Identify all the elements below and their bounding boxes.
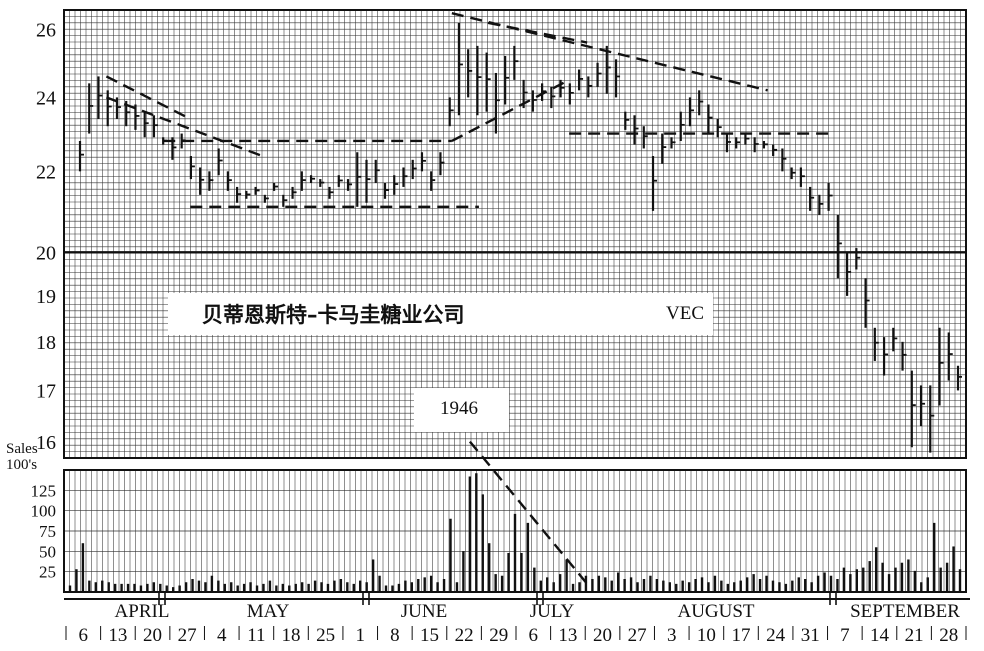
week-label: 20 [593, 625, 612, 646]
price-tick-label: 16 [36, 432, 56, 454]
week-label: 27 [628, 625, 647, 646]
chart-title-box: 贝蒂恩斯特–卡马圭糖业公司 VEC [168, 293, 713, 335]
week-label: 31 [801, 625, 820, 646]
price-tick-label: 20 [36, 242, 56, 264]
week-label: 14 [870, 625, 890, 646]
volume-trend-line [468, 440, 589, 585]
volume-tick-label: 25 [39, 563, 56, 582]
week-label: 18 [282, 625, 301, 646]
week-label: 17 [732, 625, 751, 646]
price-tick-label: 17 [36, 380, 56, 402]
volume-axis-label-units: 100's [6, 457, 38, 473]
price-tick-label: 26 [36, 19, 56, 41]
week-label: 7 [840, 625, 850, 646]
price-tick-label: 24 [36, 87, 56, 109]
year-label: 1946 [440, 398, 478, 419]
volume-tick-label: 50 [39, 542, 56, 561]
price-trend-line [451, 78, 570, 143]
price-tick-label: 19 [36, 286, 56, 308]
week-label: 20 [143, 625, 162, 646]
week-label: 27 [178, 625, 197, 646]
week-label: 10 [697, 625, 716, 646]
week-label: 15 [420, 625, 439, 646]
price-trend-line [105, 75, 191, 120]
week-label: 22 [455, 625, 474, 646]
price-trend-line [451, 12, 768, 92]
week-label: 25 [316, 625, 335, 646]
volume-bars [68, 473, 962, 592]
chart-title: 贝蒂恩斯特–卡马圭糖业公司 [202, 303, 465, 327]
price-trend-line [487, 21, 588, 44]
week-label: 13 [108, 625, 127, 646]
week-label: 13 [558, 625, 577, 646]
price-trend-line [105, 96, 263, 158]
price-panel-frame [63, 9, 967, 459]
month-label: MAY [247, 601, 290, 622]
week-label: 8 [390, 625, 400, 646]
month-label: AUGUST [677, 601, 754, 622]
week-label: 6 [79, 625, 89, 646]
month-label: APRIL [115, 601, 170, 622]
price-tick-label: 18 [36, 332, 56, 354]
month-label: SEPTEMBER [850, 601, 960, 622]
price-grid [63, 9, 967, 459]
week-label: 4 [217, 625, 227, 646]
month-label: JULY [530, 601, 575, 622]
year-box: 1946 [414, 388, 509, 432]
week-label: 21 [905, 625, 924, 646]
price-bars [78, 22, 962, 453]
month-label: JUNE [401, 601, 447, 622]
week-label: 1 [355, 625, 365, 646]
price-tick-label: 22 [36, 161, 56, 183]
ticker-symbol: VEC [666, 303, 704, 324]
volume-axis-label-sales: Sales [6, 441, 38, 457]
week-label: 3 [667, 625, 677, 646]
week-label: 29 [489, 625, 508, 646]
volume-tick-label: 125 [31, 481, 57, 500]
week-label: 28 [939, 625, 958, 646]
volume-tick-label: 100 [31, 502, 57, 521]
week-label: 24 [766, 625, 786, 646]
week-label: 11 [247, 625, 265, 646]
volume-tick-label: 75 [39, 522, 56, 541]
week-label: 6 [529, 625, 539, 646]
